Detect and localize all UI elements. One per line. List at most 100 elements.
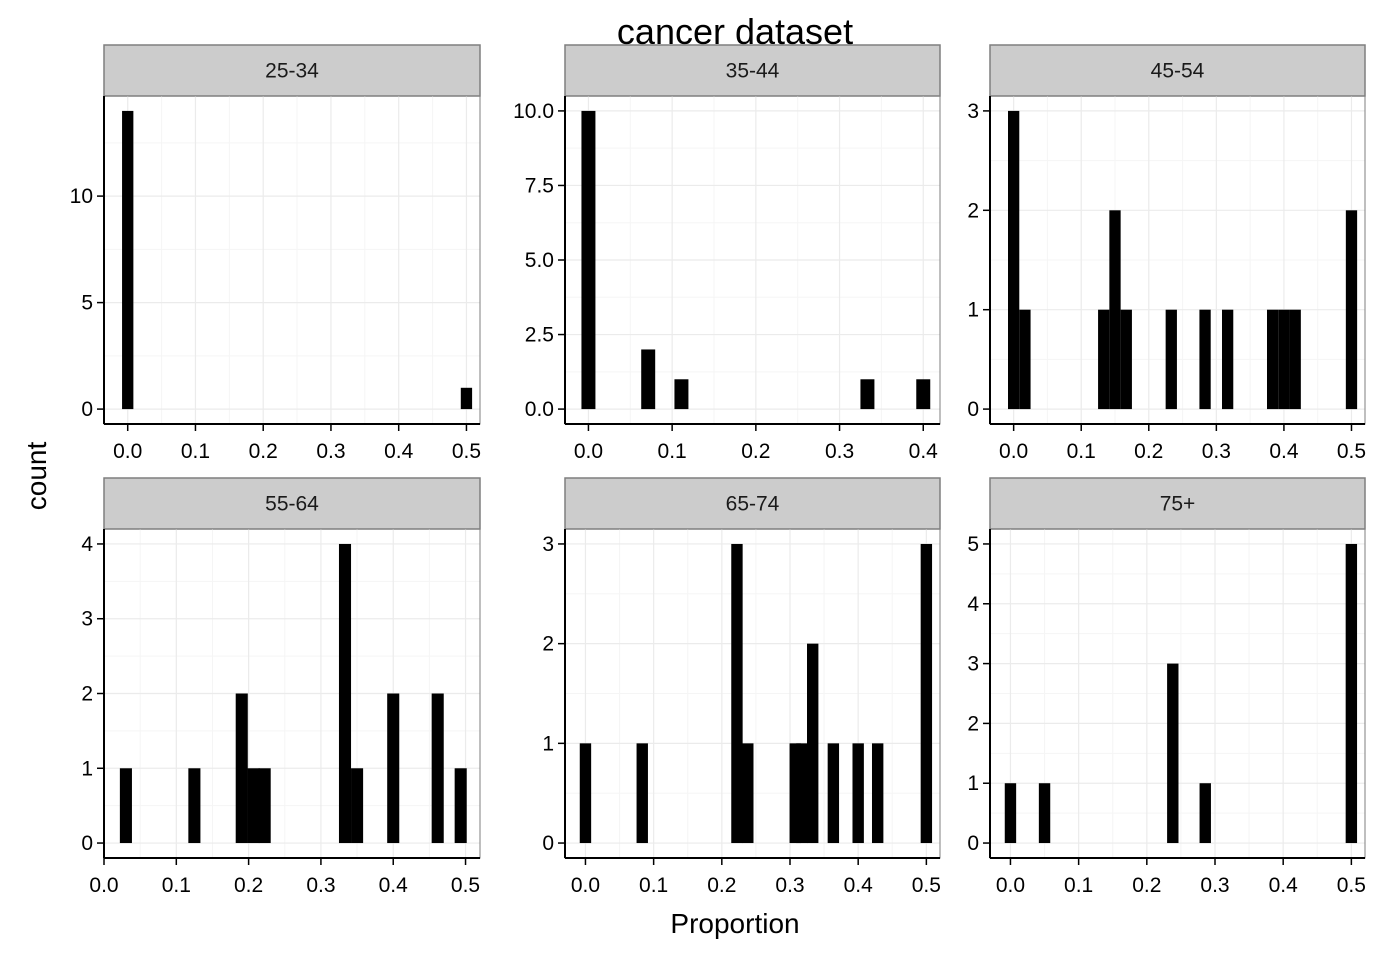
histogram-bar (258, 768, 271, 844)
x-tick-label: 0.3 (775, 874, 804, 897)
histogram-bar (387, 693, 400, 844)
y-tick-label: 4 (81, 533, 93, 556)
y-tick-label: 0 (967, 398, 979, 421)
histogram-bar (1345, 543, 1358, 844)
facet-strip (564, 44, 941, 97)
x-tick-label: 0.1 (639, 874, 668, 897)
facet-panel-65-74: 65-74 0.0 0.1 0.2 0.3 0.4 0.5 0 1 2 3 (542, 477, 941, 897)
x-tick-label: 0.3 (1202, 440, 1231, 463)
histogram-bar (852, 743, 864, 844)
histogram-bar (1289, 309, 1301, 410)
facet-strip-label: 25-34 (265, 60, 319, 83)
x-tick-label: 0.5 (452, 440, 481, 463)
histogram-bar (860, 379, 875, 410)
x-tick-label: 0.2 (234, 874, 263, 897)
x-tick-label: 0.5 (912, 874, 941, 897)
y-tick-label: 3 (81, 608, 93, 631)
y-tick-label: 7.5 (525, 174, 554, 197)
x-tick-label: 0.3 (306, 874, 335, 897)
histogram-bar (1019, 309, 1031, 410)
histogram-bar (1120, 309, 1132, 410)
facet-panel-45-54: 45-54 0.0 0.1 0.2 0.3 0.4 0.5 0 1 2 3 (967, 44, 1366, 463)
x-tick-label: 0.1 (1067, 440, 1096, 463)
histogram-bar (1008, 110, 1020, 410)
y-tick-label: 1 (81, 757, 93, 780)
histogram-bar (789, 743, 801, 844)
histogram-bar (1109, 210, 1121, 410)
y-tick-label: 2 (542, 633, 554, 656)
y-tick-label: 0.0 (525, 398, 554, 421)
histogram-bar (235, 693, 248, 844)
histogram-bar (338, 543, 352, 844)
facet-strip (564, 477, 941, 530)
histogram-bar (636, 743, 648, 844)
histogram-bar (247, 768, 260, 844)
facet-strip-label: 65-74 (726, 493, 780, 516)
y-tick-label: 5 (81, 292, 93, 315)
facet-strip (989, 44, 1366, 97)
histogram-bar (188, 768, 201, 844)
histogram-bar (581, 110, 596, 410)
x-tick-label: 0.4 (909, 440, 939, 463)
y-tick-label: 0 (542, 832, 554, 855)
histogram-bar (351, 768, 364, 844)
histogram-bar (119, 768, 132, 844)
histogram-bar (871, 743, 884, 844)
y-tick-label: 0 (81, 832, 93, 855)
histogram-bar (1199, 309, 1211, 410)
histogram-bar (920, 543, 933, 844)
x-tick-label: 0.2 (249, 440, 278, 463)
histogram-bar (916, 379, 931, 410)
histogram-bar (454, 768, 467, 844)
histogram-bar (460, 387, 473, 410)
y-tick-label: 3 (967, 100, 979, 123)
histogram-bar (827, 743, 840, 844)
y-tick-label: 5 (967, 533, 979, 556)
facet-panel-75+: 75+ 0.0 0.1 0.2 0.3 0.4 0.5 0 1 2 3 4 5 (967, 477, 1366, 897)
facet-strip-label: 55-64 (265, 493, 319, 516)
x-tick-label: 0.5 (1337, 874, 1366, 897)
x-tick-label: 0.0 (574, 440, 603, 463)
y-tick-label: 2 (967, 199, 979, 222)
y-tick-label: 3 (542, 533, 554, 556)
y-tick-label: 1 (967, 299, 979, 322)
x-tick-label: 0.1 (1064, 874, 1093, 897)
x-tick-label: 0.4 (844, 874, 874, 897)
y-axis-title: count (21, 442, 52, 511)
x-tick-label: 0.1 (658, 440, 687, 463)
x-tick-label: 0.1 (162, 874, 191, 897)
panel-border (103, 95, 481, 425)
y-tick-label: 0 (967, 832, 979, 855)
histogram-bar (796, 743, 808, 844)
y-tick-label: 10 (70, 185, 93, 208)
histogram-bar (641, 349, 656, 410)
facet-strip-label: 35-44 (726, 60, 780, 83)
y-tick-label: 2 (81, 683, 93, 706)
histogram-bar (1199, 783, 1211, 844)
x-tick-label: 0.0 (113, 440, 142, 463)
histogram-bar (1278, 309, 1290, 410)
facet-panel-35-44: 35-44 0.0 0.1 0.2 0.3 0.4 0.0 2.5 5.0 7.5 10.0 (513, 44, 941, 463)
x-tick-label: 0.0 (89, 874, 118, 897)
x-tick-label: 0.1 (181, 440, 210, 463)
facet-strip (103, 44, 481, 97)
x-tick-label: 0.3 (316, 440, 345, 463)
x-tick-label: 0.3 (1200, 874, 1229, 897)
x-tick-label: 0.0 (999, 440, 1028, 463)
x-tick-label: 0.4 (1269, 440, 1299, 463)
facet-panel-55-64: 55-64 0.0 0.1 0.2 0.3 0.4 0.5 0 1 2 3 4 (81, 477, 481, 897)
y-tick-label: 5.0 (525, 249, 554, 272)
histogram-bar (431, 693, 444, 844)
facet-panel-25-34: 25-34 0.0 0.1 0.2 0.3 0.4 0.5 0 5 10 (70, 44, 481, 463)
y-tick-label: 0 (81, 398, 93, 421)
y-tick-label: 1 (542, 732, 554, 755)
x-axis-title: Proportion (670, 908, 799, 939)
histogram-bar (1098, 309, 1110, 410)
y-tick-label: 2.5 (525, 324, 554, 347)
x-tick-label: 0.4 (379, 874, 409, 897)
histogram-bar (122, 110, 134, 410)
y-tick-label: 1 (967, 772, 979, 795)
histogram-bar (1167, 663, 1179, 844)
